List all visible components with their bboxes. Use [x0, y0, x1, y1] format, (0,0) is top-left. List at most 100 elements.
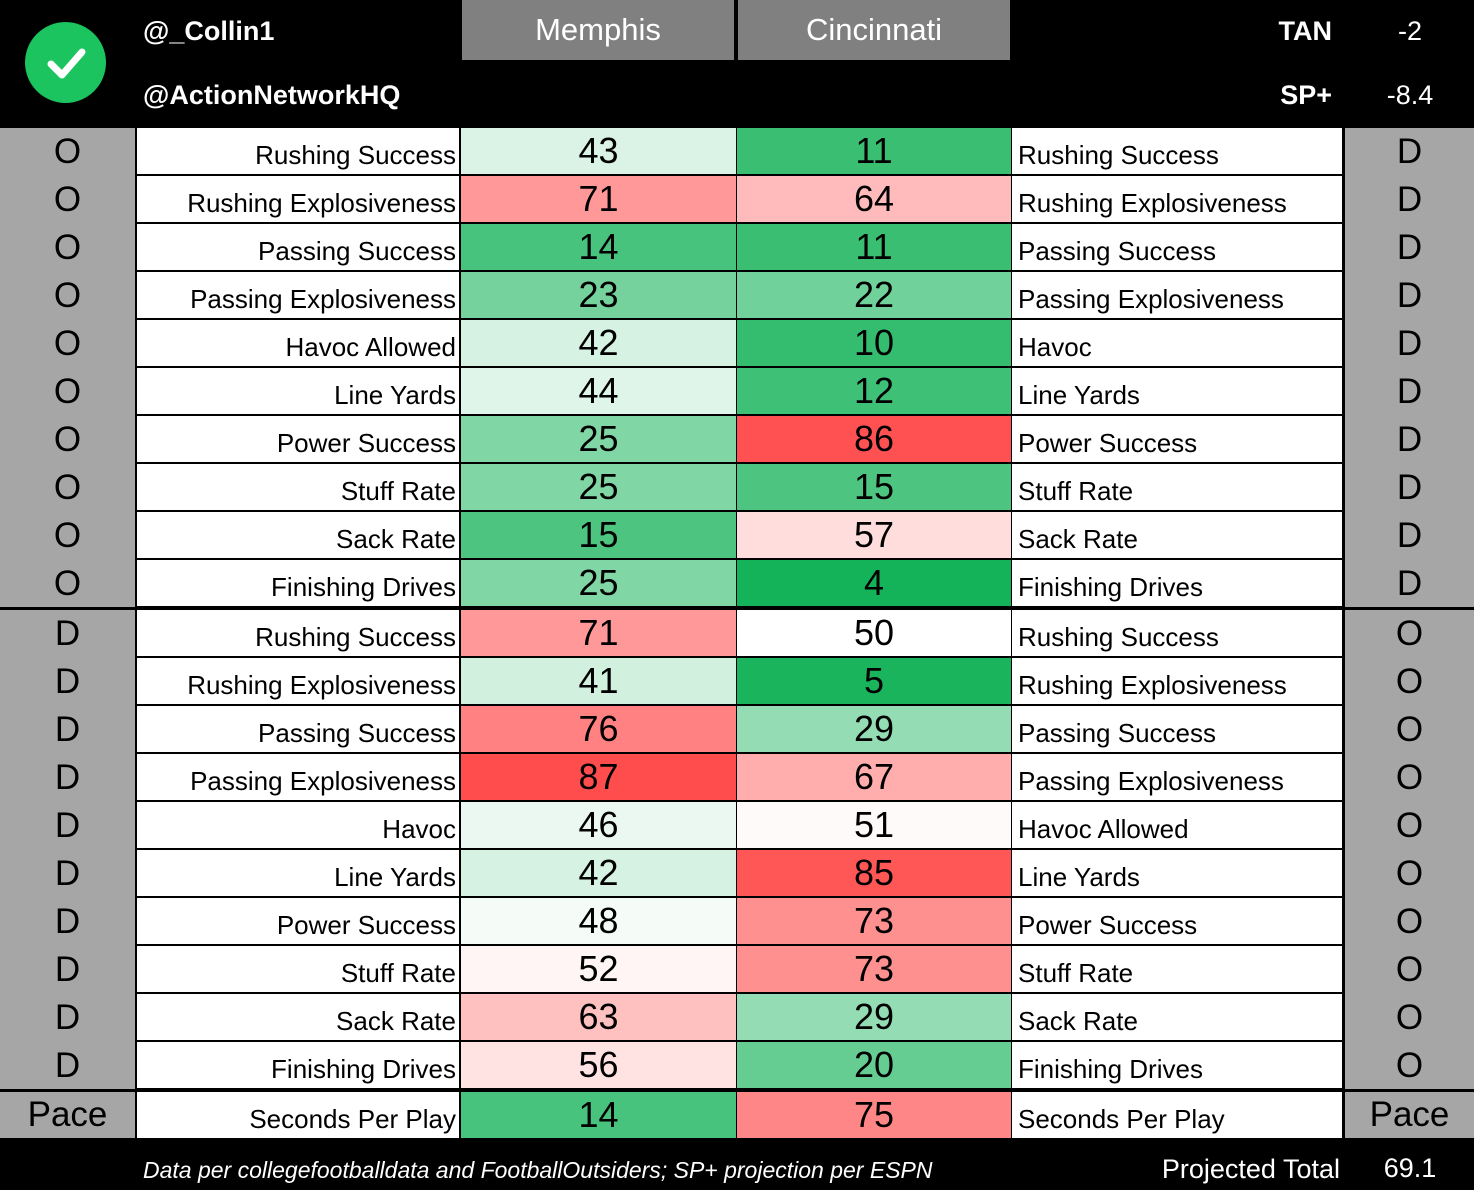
- side-indicator-left: D: [0, 1042, 135, 1090]
- side-indicator-left: O: [0, 272, 135, 320]
- team-right-header: Cincinnati: [738, 0, 1010, 60]
- side-indicator-right: O: [1345, 1042, 1474, 1090]
- stat-label-right: Rushing Success: [1012, 610, 1342, 656]
- side-indicator-right: O: [1345, 946, 1474, 994]
- author-handle: @_Collin1: [143, 16, 275, 46]
- stat-value-left: 71: [461, 610, 736, 656]
- stat-value-right: 29: [737, 706, 1011, 752]
- stat-value-left: 52: [461, 946, 736, 992]
- side-indicator-left: D: [0, 802, 135, 850]
- side-indicator-left: D: [0, 898, 135, 946]
- stat-label-left: Sack Rate: [137, 512, 459, 558]
- side-indicator-left: O: [0, 368, 135, 416]
- stat-label-right: Havoc Allowed: [1012, 802, 1342, 848]
- side-indicator-right: D: [1345, 224, 1474, 272]
- stat-label-right: Sack Rate: [1012, 512, 1342, 558]
- stat-value-left: 25: [461, 560, 736, 606]
- stat-label-left: Finishing Drives: [137, 1042, 459, 1088]
- stat-value-right: 51: [737, 802, 1011, 848]
- stat-label-right: Havoc: [1012, 320, 1342, 366]
- stat-value-right: 85: [737, 850, 1011, 896]
- stat-value-left: 41: [461, 658, 736, 704]
- stat-value-left: 87: [461, 754, 736, 800]
- stat-value-left: 46: [461, 802, 736, 848]
- stat-label-right: Rushing Explosiveness: [1012, 176, 1342, 222]
- side-indicator-left: O: [0, 224, 135, 272]
- stat-label-left: Passing Success: [137, 224, 459, 270]
- pace-value-left: 14: [461, 1092, 736, 1138]
- stat-value-right: 50: [737, 610, 1011, 656]
- stat-label-right: Stuff Rate: [1012, 464, 1342, 510]
- stat-label-left: Stuff Rate: [137, 946, 459, 992]
- stat-value-right: 20: [737, 1042, 1011, 1088]
- stat-label-left: Havoc Allowed: [137, 320, 459, 366]
- stat-label-left: Rushing Success: [137, 610, 459, 656]
- stat-value-right: 5: [737, 658, 1011, 704]
- stat-label-left: Rushing Explosiveness: [137, 658, 459, 704]
- side-indicator-right: O: [1345, 802, 1474, 850]
- stat-value-left: 25: [461, 416, 736, 462]
- stat-value-left: 71: [461, 176, 736, 222]
- side-indicator-right: O: [1345, 658, 1474, 706]
- side-indicator-right: O: [1345, 994, 1474, 1042]
- side-indicator-left: O: [0, 128, 135, 176]
- stat-label-left: Power Success: [137, 898, 459, 944]
- side-indicator-right: D: [1345, 176, 1474, 224]
- side-indicator-right: D: [1345, 512, 1474, 560]
- stat-label-right: Passing Explosiveness: [1012, 272, 1342, 318]
- stat-value-left: 23: [461, 272, 736, 318]
- stat-value-left: 76: [461, 706, 736, 752]
- stat-label-right: Line Yards: [1012, 850, 1342, 896]
- tan-value: -2: [1397, 16, 1422, 46]
- stat-value-right: 86: [737, 416, 1011, 462]
- side-indicator-right: D: [1345, 368, 1474, 416]
- side-indicator-right: D: [1345, 560, 1474, 608]
- stat-label-left: Finishing Drives: [137, 560, 459, 606]
- tan-label: TAN: [1278, 16, 1333, 46]
- stat-label-right: Line Yards: [1012, 368, 1342, 414]
- stat-value-right: 22: [737, 272, 1011, 318]
- stat-value-right: 67: [737, 754, 1011, 800]
- side-indicator-right: O: [1345, 610, 1474, 658]
- side-indicator-left: D: [0, 754, 135, 802]
- pace-label-left: Pace: [0, 1092, 135, 1138]
- stat-value-right: 64: [737, 176, 1011, 222]
- section-divider: [0, 1089, 1474, 1092]
- stat-label-left: Power Success: [137, 416, 459, 462]
- stat-label-right: Power Success: [1012, 416, 1342, 462]
- side-indicator-left: O: [0, 560, 135, 608]
- side-indicator-right: O: [1345, 850, 1474, 898]
- side-indicator-left: D: [0, 610, 135, 658]
- stat-value-right: 11: [737, 224, 1011, 270]
- side-indicator-left: O: [0, 176, 135, 224]
- stat-label-right: Sack Rate: [1012, 994, 1342, 1040]
- pace-stat-label-left: Seconds Per Play: [137, 1092, 459, 1138]
- sp-plus-label: SP+: [1280, 80, 1332, 110]
- side-indicator-left: D: [0, 658, 135, 706]
- side-indicator-right: O: [1345, 898, 1474, 946]
- stat-label-left: Havoc: [137, 802, 459, 848]
- side-indicator-right: D: [1345, 416, 1474, 464]
- stat-value-left: 44: [461, 368, 736, 414]
- check-circle-icon: [25, 22, 106, 103]
- stat-value-left: 56: [461, 1042, 736, 1088]
- side-indicator-left: D: [0, 946, 135, 994]
- pace-stat-label-right: Seconds Per Play: [1012, 1092, 1342, 1138]
- projected-total-value: 69.1: [1383, 1153, 1437, 1183]
- projected-total-label: Projected Total: [1161, 1154, 1340, 1184]
- stat-value-left: 63: [461, 994, 736, 1040]
- stat-value-right: 10: [737, 320, 1011, 366]
- pace-value-right: 75: [737, 1092, 1011, 1138]
- stat-value-left: 42: [461, 850, 736, 896]
- stat-label-left: Rushing Explosiveness: [137, 176, 459, 222]
- stat-label-left: Passing Success: [137, 706, 459, 752]
- data-credit: Data per collegefootballdata and Footbal…: [143, 1157, 933, 1183]
- stat-value-left: 14: [461, 224, 736, 270]
- stat-value-right: 73: [737, 946, 1011, 992]
- stat-label-right: Finishing Drives: [1012, 1042, 1342, 1088]
- stat-label-right: Power Success: [1012, 898, 1342, 944]
- sp-plus-value: -8.4: [1386, 80, 1434, 110]
- side-indicator-right: D: [1345, 272, 1474, 320]
- section-divider: [0, 607, 1474, 610]
- stat-label-left: Passing Explosiveness: [137, 754, 459, 800]
